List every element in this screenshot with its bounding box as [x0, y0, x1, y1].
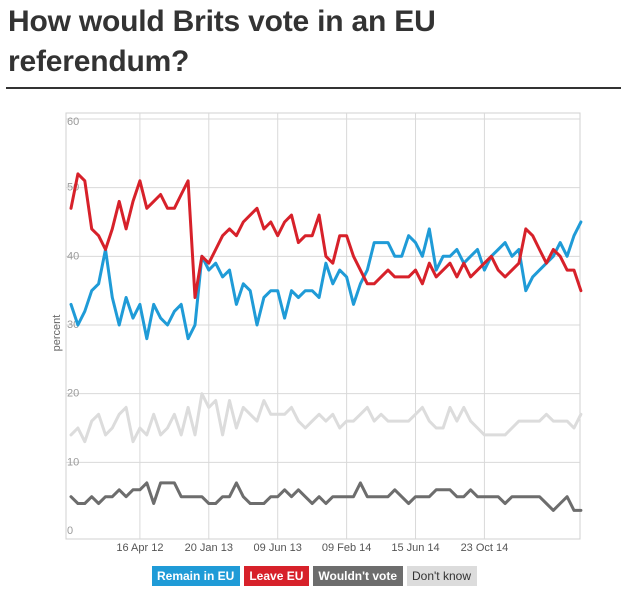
legend: Remain in EU Leave EU Wouldn't vote Don't k…	[0, 566, 629, 586]
series-line-remain-in-eu	[69, 220, 583, 341]
series-line-wouldn-t-vote	[69, 481, 583, 512]
x-gridlines	[139, 113, 485, 539]
y-tick-label: 10	[67, 456, 79, 468]
series-line-leave-eu	[69, 172, 583, 299]
y-axis-label: percent	[51, 315, 63, 352]
x-tick-label: 16 Apr 12	[116, 542, 163, 554]
legend-item: Remain in EU	[151, 566, 241, 586]
x-tick-label: 09 Jun 13	[254, 542, 302, 554]
legend-item: Leave EU	[244, 566, 310, 586]
x-tick-labels: 16 Apr 12 20 Jan 13 09 Jun 13 09 Feb 14 15 J…	[116, 542, 508, 554]
title-rule	[6, 87, 621, 89]
x-tick-label: 23 Oct 14	[461, 542, 509, 554]
series-line-don-t-know	[69, 392, 583, 444]
series-lines	[69, 172, 583, 512]
x-tick-label: 09 Feb 14	[322, 542, 372, 554]
y-tick-label: 60	[67, 116, 79, 128]
plot-area	[65, 112, 581, 540]
chart-title: How would Brits vote in an EU referendum…	[8, 5, 436, 78]
legend-item: Wouldn't vote	[313, 566, 403, 586]
y-tick-label: 20	[67, 388, 79, 400]
y-tick-label: 40	[67, 250, 79, 262]
x-tick-label: 20 Jan 13	[185, 542, 233, 554]
x-tick-label: 15 Jun 14	[391, 542, 439, 554]
y-gridlines	[66, 118, 580, 463]
y-tick-label: 0	[67, 525, 73, 537]
legend-item: Don't know	[407, 566, 477, 586]
